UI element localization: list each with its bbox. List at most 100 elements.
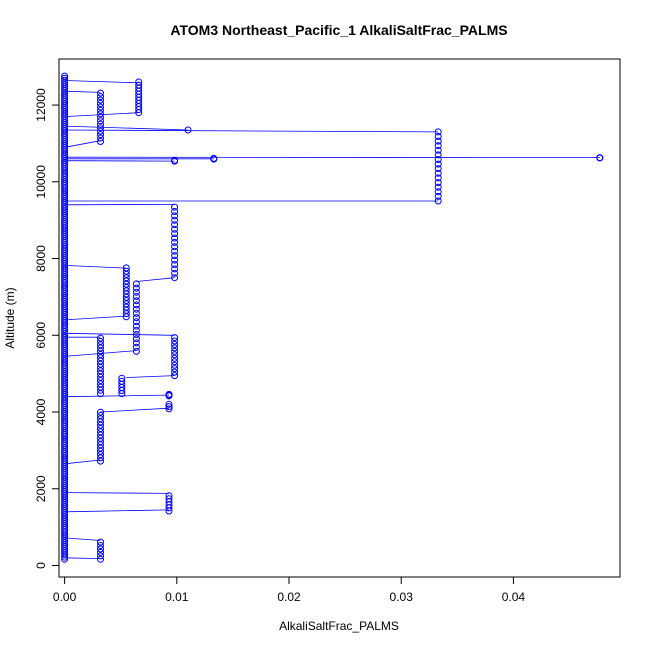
data-point <box>97 351 104 358</box>
data-point <box>97 89 104 97</box>
data-point <box>434 165 442 173</box>
data-point <box>97 545 104 553</box>
data-point <box>97 542 104 549</box>
data-point <box>171 208 179 215</box>
x-tick-label: 0.00 <box>53 590 77 604</box>
data-point <box>171 372 179 380</box>
data-point <box>171 368 179 376</box>
data-point <box>171 216 179 224</box>
data-point <box>97 120 104 128</box>
data-point <box>118 377 126 385</box>
series-line <box>136 277 175 282</box>
data-point <box>171 351 179 359</box>
series-line <box>64 350 137 357</box>
series-line <box>64 80 139 84</box>
data-point <box>171 238 179 246</box>
chart-title: ATOM3 Northeast_Pacific_1 AlkaliSaltFrac… <box>170 22 507 38</box>
data-point <box>171 156 179 164</box>
data-point <box>434 133 442 140</box>
data-point <box>171 261 179 268</box>
data-point <box>97 438 104 446</box>
data-point <box>434 197 442 205</box>
data-point <box>135 78 143 86</box>
x-tick-label: 0.02 <box>277 590 301 604</box>
data-point <box>184 126 192 134</box>
data-point <box>171 252 179 260</box>
y-tick-label: 12000 <box>34 88 48 122</box>
data-point <box>171 265 179 273</box>
data-point <box>132 297 140 305</box>
x-tick-label: 0.04 <box>502 590 526 604</box>
data-point <box>122 303 130 311</box>
data-point <box>434 160 442 168</box>
series-line <box>64 509 170 513</box>
data-point <box>171 358 179 366</box>
data-point <box>97 131 104 139</box>
data-point <box>171 344 179 352</box>
y-tick-label: 0 <box>34 562 48 569</box>
data-point <box>434 142 442 150</box>
data-point <box>132 347 140 355</box>
x-tick-label: 0.01 <box>165 590 189 604</box>
data-point <box>596 154 604 162</box>
series-line <box>64 537 101 541</box>
data-point <box>132 288 140 296</box>
y-tick-label: 8000 <box>34 245 48 272</box>
data-point <box>61 74 69 82</box>
data-point <box>97 113 104 121</box>
data-point <box>171 337 179 345</box>
data-point <box>97 341 104 349</box>
series-line <box>64 90 101 93</box>
data-point <box>135 81 143 89</box>
series-line <box>64 315 127 321</box>
data-point <box>97 555 104 563</box>
data-point <box>171 361 179 369</box>
data-point <box>97 412 104 419</box>
data-point <box>434 192 442 200</box>
data-point <box>61 72 69 80</box>
data-point <box>434 188 442 196</box>
data-point <box>97 100 104 107</box>
data-point <box>171 365 179 373</box>
series-line <box>126 375 175 378</box>
data-point <box>97 552 104 560</box>
y-tick-label: 10000 <box>34 165 48 199</box>
data-point <box>97 337 104 345</box>
series-line <box>64 129 439 133</box>
data-point <box>434 183 442 191</box>
data-point <box>171 347 179 355</box>
data-point <box>171 243 179 251</box>
data-point <box>97 138 104 145</box>
series-line <box>64 140 101 148</box>
data-point <box>171 247 179 255</box>
data-point <box>132 314 140 322</box>
data-point <box>434 169 442 177</box>
series-line <box>100 407 170 413</box>
data-point <box>171 256 179 264</box>
data-point <box>171 269 179 277</box>
plot-frame <box>58 58 621 578</box>
line-segments <box>64 80 600 559</box>
data-point <box>97 106 104 114</box>
data-point <box>165 492 173 500</box>
x-axis-label: AlkaliSaltFrac_PALMS <box>279 619 399 633</box>
data-point <box>132 318 140 326</box>
data-point <box>434 151 442 159</box>
data-point <box>97 548 104 556</box>
data-point <box>171 203 179 211</box>
data-point <box>434 137 442 145</box>
y-axis-label: Altitude (m) <box>3 287 17 348</box>
data-points <box>61 72 604 563</box>
data-point <box>97 538 104 546</box>
data-point <box>132 335 140 343</box>
data-point <box>434 174 442 182</box>
data-point <box>171 212 179 220</box>
data-point <box>97 367 104 375</box>
data-point <box>97 334 104 342</box>
data-point <box>97 93 104 101</box>
data-point <box>97 428 104 436</box>
data-point <box>132 293 140 300</box>
series-line <box>64 492 170 494</box>
x-axis: 0.00 0.01 0.02 0.03 0.04 <box>53 576 526 604</box>
data-point <box>122 277 130 285</box>
